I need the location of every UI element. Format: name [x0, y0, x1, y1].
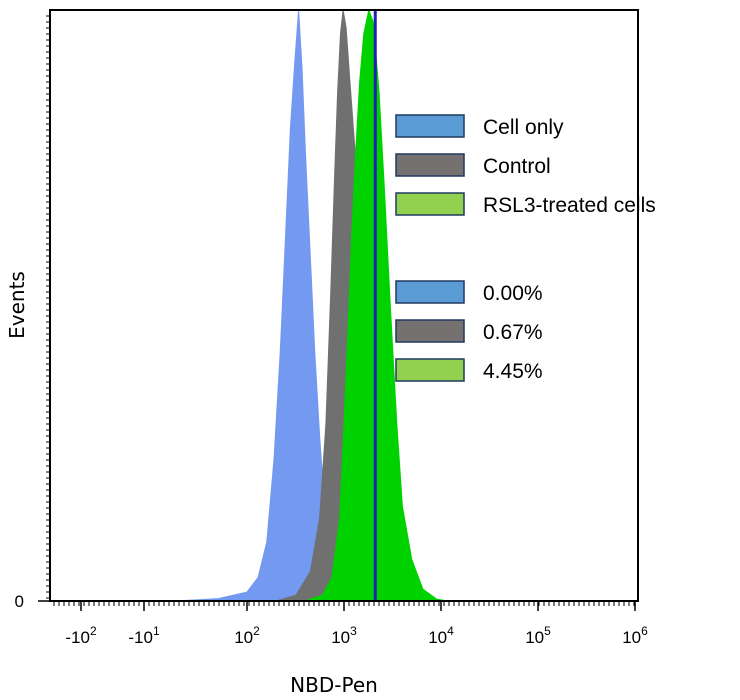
y-axis-ticks: 0	[15, 15, 50, 611]
x-axis-ticks: -102 -101 102 103 104 105 106	[53, 601, 648, 647]
legend-percent-swatch	[395, 358, 465, 382]
y-axis-label: Events	[5, 271, 29, 339]
x-tick-label: 105	[525, 624, 551, 647]
legend-percent-label: 0.67%	[483, 321, 543, 344]
series-area-2	[305, 8, 449, 602]
x-axis-label: NBD-Pen	[290, 673, 378, 697]
legend: Cell only Control RSL3-treated cells 0.00% 0…	[395, 114, 656, 383]
legend-series-swatch	[395, 114, 465, 138]
legend-series-label: Cell only	[483, 116, 564, 139]
x-tick-label: -101	[128, 624, 160, 647]
x-tick-label: 103	[331, 624, 357, 647]
x-tick-label: -102	[65, 624, 97, 647]
histogram-series	[174, 8, 449, 602]
legend-percent-swatch	[395, 280, 465, 304]
legend-series-label: RSL3-treated cells	[483, 194, 656, 217]
legend-series-label: Control	[483, 155, 551, 178]
legend-series-swatch	[395, 192, 465, 216]
legend-percent-swatch	[395, 319, 465, 343]
legend-series-swatch	[395, 153, 465, 177]
legend-percent-label: 4.45%	[483, 360, 543, 383]
legend-percent-label: 0.00%	[483, 282, 543, 305]
x-tick-label: 104	[428, 624, 454, 647]
y-tick-label: 0	[15, 592, 24, 611]
x-tick-label: 106	[622, 624, 648, 647]
x-tick-label: 102	[234, 624, 260, 647]
